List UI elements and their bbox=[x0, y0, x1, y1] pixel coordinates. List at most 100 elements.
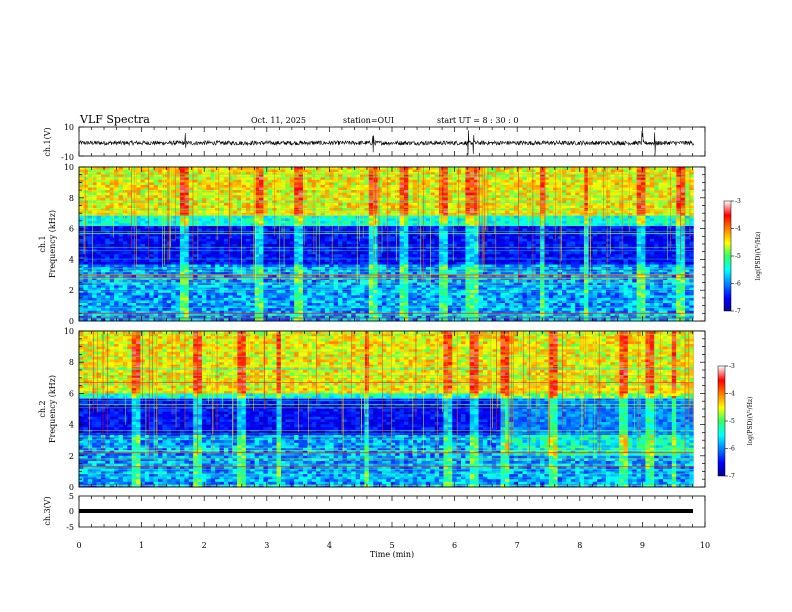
spectrogram-cell bbox=[250, 174, 255, 178]
spectrogram-cell bbox=[425, 172, 431, 175]
spectrogram-cell bbox=[390, 187, 396, 191]
spectrogram-cell bbox=[324, 179, 330, 183]
spectrogram-cell bbox=[500, 244, 506, 247]
spectrogram-cell bbox=[144, 187, 150, 191]
spectrogram-cell bbox=[241, 236, 247, 240]
spectrogram-cell bbox=[614, 200, 620, 204]
spectrogram-cell bbox=[671, 190, 677, 193]
spectrogram-cell bbox=[456, 238, 462, 242]
spectrogram-cell bbox=[144, 254, 150, 258]
spectrogram-cell bbox=[597, 205, 602, 209]
spectrogram-cell bbox=[583, 226, 589, 229]
spectrogram-cell bbox=[210, 205, 216, 209]
spectrogram-cell bbox=[491, 205, 497, 209]
spectrogram-cell bbox=[122, 254, 128, 258]
spectrogram-cell bbox=[518, 184, 523, 188]
spectrogram-cell bbox=[149, 200, 154, 204]
spectrogram-cell bbox=[188, 174, 194, 178]
spectrogram-cell bbox=[166, 195, 172, 199]
spectrogram-cell bbox=[127, 195, 132, 199]
spectrogram-cell bbox=[535, 244, 541, 247]
ch1-trace-line bbox=[78, 130, 694, 155]
spectrogram-cell bbox=[368, 213, 374, 217]
spectrogram-cell bbox=[676, 197, 681, 201]
spectrogram-cell bbox=[232, 241, 238, 245]
spectrogram-cell bbox=[193, 179, 198, 183]
spectrogram-cell bbox=[425, 184, 431, 188]
spectrogram-cell bbox=[140, 213, 146, 217]
spectrogram-cell bbox=[355, 244, 361, 247]
spectrogram-cell bbox=[100, 228, 106, 232]
spectrogram-cell bbox=[105, 182, 111, 186]
spectrogram-cell bbox=[193, 233, 198, 237]
spectrogram-cell bbox=[338, 172, 343, 175]
spectrogram-cell bbox=[87, 184, 93, 188]
spectrogram-cell bbox=[364, 251, 370, 255]
spectrogram-cell bbox=[566, 205, 572, 209]
spectrogram-cell bbox=[140, 228, 146, 232]
spectrogram-cell bbox=[175, 231, 181, 235]
spectrogram-cell bbox=[570, 179, 576, 183]
spectrogram-cell bbox=[509, 254, 514, 258]
spectrogram-cell bbox=[210, 213, 216, 217]
spectrogram-cell bbox=[324, 213, 330, 217]
spectrogram-cell bbox=[623, 187, 629, 191]
spectrogram-cell bbox=[105, 172, 111, 175]
spectrogram-cell bbox=[96, 254, 102, 258]
spectrogram-cell bbox=[329, 202, 334, 206]
spectrogram-cell bbox=[377, 202, 383, 206]
spectrogram-cell bbox=[680, 238, 686, 242]
spectrogram-cell bbox=[166, 231, 172, 235]
spectrogram-cell bbox=[381, 251, 387, 255]
spectrogram-cell bbox=[324, 177, 330, 181]
spectrogram-cell bbox=[566, 215, 572, 219]
spectrogram-cell bbox=[645, 169, 651, 173]
spectrogram-cell bbox=[149, 179, 154, 183]
spectrogram-cell bbox=[351, 184, 356, 188]
spectrogram-cell bbox=[689, 238, 695, 242]
spectrogram-cell bbox=[421, 241, 427, 245]
spectrogram-cell bbox=[280, 187, 286, 191]
spectrogram-cell bbox=[267, 167, 273, 170]
spectrogram-cell bbox=[122, 177, 128, 181]
spectrogram-cell bbox=[509, 236, 514, 240]
spectrogram-cell bbox=[676, 174, 681, 178]
spectrogram-cell bbox=[614, 226, 620, 229]
spectrogram-cell bbox=[228, 179, 233, 183]
spectrogram-cell bbox=[513, 244, 519, 247]
spectrogram-cell bbox=[667, 174, 673, 178]
spectrogram-cell bbox=[649, 226, 655, 229]
spectrogram-cell bbox=[597, 182, 602, 186]
spectrogram-cell bbox=[324, 236, 330, 240]
spectrogram-cell bbox=[118, 241, 124, 245]
spectrogram-cell bbox=[544, 233, 550, 237]
spectrogram-cell bbox=[570, 241, 576, 245]
spectrogram-cell bbox=[544, 244, 550, 247]
spectrogram-cell bbox=[469, 192, 475, 196]
spectrogram-cell bbox=[223, 179, 229, 183]
spectrogram-cell bbox=[87, 226, 93, 229]
spectrogram-cell bbox=[360, 233, 365, 237]
spectrogram-cell bbox=[412, 200, 418, 204]
spectrogram-cell bbox=[324, 238, 330, 242]
spectrogram-cell bbox=[570, 192, 576, 196]
spectrogram-cell bbox=[87, 190, 93, 193]
spectrogram-cell bbox=[355, 190, 361, 193]
spectrogram-cell bbox=[259, 179, 264, 183]
spectrogram-cell bbox=[118, 172, 124, 175]
spectrogram-cell bbox=[360, 226, 365, 229]
spectrogram-cell bbox=[254, 231, 260, 235]
spectrogram-cell bbox=[614, 177, 620, 181]
spectrogram-cell bbox=[144, 233, 150, 237]
spectrogram-cell bbox=[355, 215, 361, 219]
spectrogram-cell bbox=[535, 238, 541, 242]
spectrogram-cell bbox=[232, 231, 238, 235]
spectrogram-cell bbox=[390, 182, 396, 186]
spectrogram-cell bbox=[447, 220, 453, 224]
spectrogram-cell bbox=[676, 195, 681, 199]
spectrogram-cell bbox=[333, 202, 339, 206]
spectrogram-cell bbox=[513, 254, 519, 258]
spectrogram-cell bbox=[210, 177, 216, 181]
spectrogram-cell bbox=[654, 192, 659, 196]
spectrogram-cell bbox=[658, 205, 664, 209]
